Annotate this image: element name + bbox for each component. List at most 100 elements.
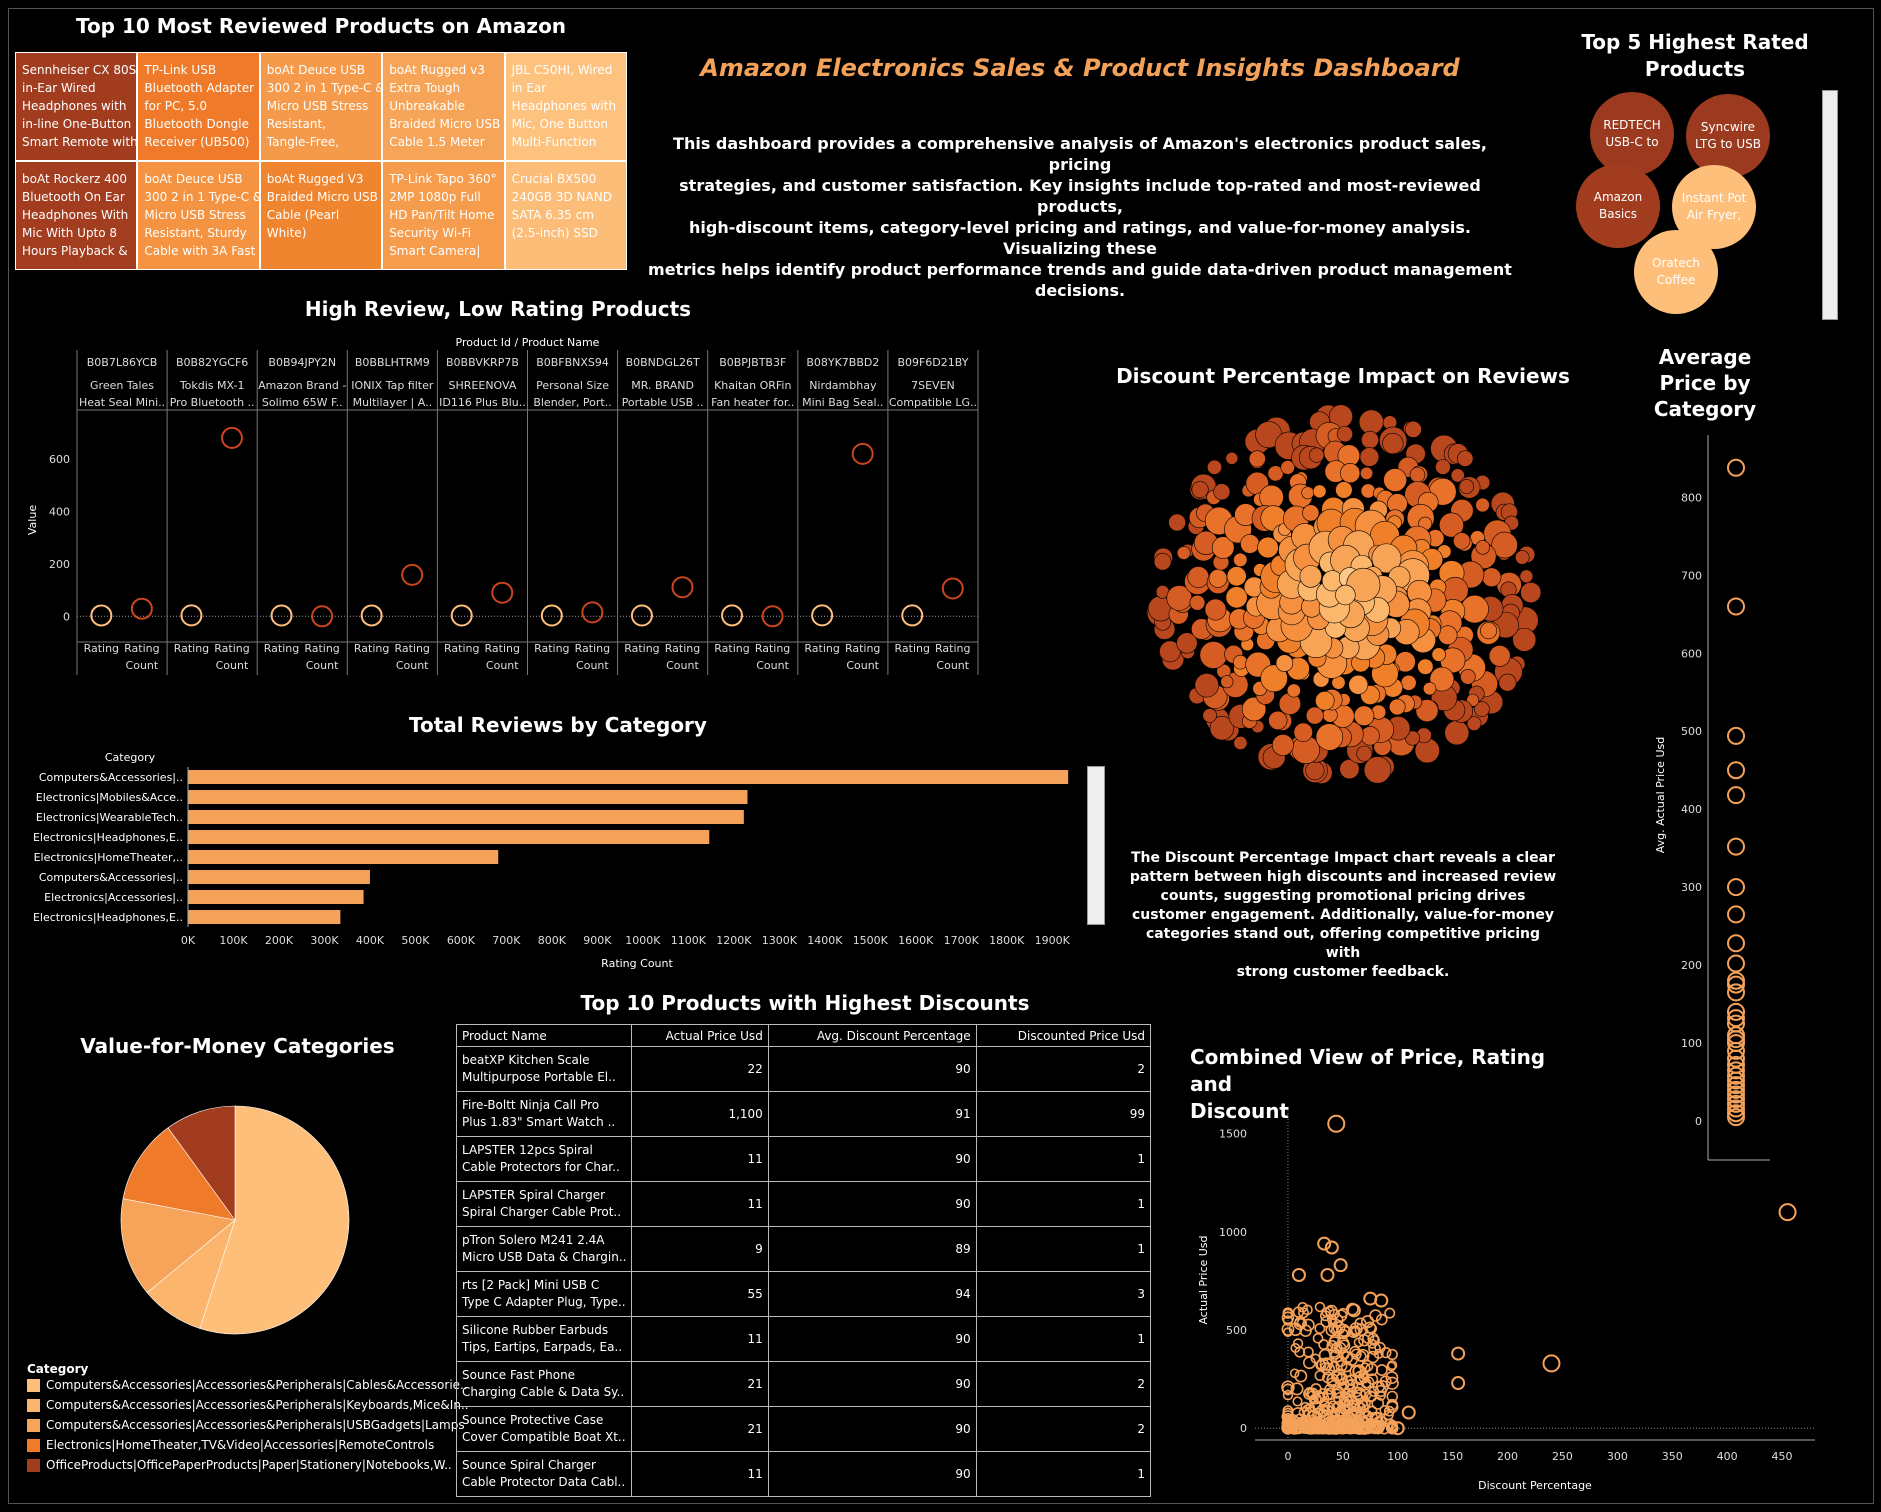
data-point[interactable] bbox=[1314, 1370, 1326, 1381]
discount-bubble[interactable] bbox=[1299, 565, 1322, 588]
data-point[interactable] bbox=[1314, 1419, 1325, 1430]
discount-bubble[interactable] bbox=[1371, 543, 1402, 574]
discount-bubble[interactable] bbox=[1460, 669, 1476, 685]
discount-bubble[interactable] bbox=[1417, 658, 1434, 675]
legend-item[interactable]: Computers&Accessories|Accessories&Periph… bbox=[27, 1398, 469, 1412]
discount-bubble[interactable] bbox=[1176, 632, 1198, 654]
data-point[interactable] bbox=[1311, 1420, 1323, 1432]
data-point[interactable] bbox=[1318, 1339, 1330, 1351]
data-point[interactable] bbox=[1290, 1382, 1304, 1396]
data-point[interactable] bbox=[401, 563, 424, 586]
data-point[interactable] bbox=[1727, 954, 1745, 973]
legend-item[interactable]: OfficeProducts|OfficePaperProducts|Paper… bbox=[27, 1458, 452, 1472]
discount-bubble[interactable] bbox=[1204, 598, 1227, 621]
bar[interactable] bbox=[188, 810, 744, 824]
data-point[interactable] bbox=[1727, 905, 1745, 924]
data-point[interactable] bbox=[1374, 1293, 1389, 1308]
data-point[interactable] bbox=[1327, 1114, 1346, 1133]
data-point[interactable] bbox=[1727, 1061, 1745, 1080]
data-point[interactable] bbox=[1368, 1342, 1381, 1356]
discount-bubble[interactable] bbox=[1360, 726, 1380, 746]
discount-bubble[interactable] bbox=[1305, 761, 1325, 781]
discount-bubble[interactable] bbox=[1512, 627, 1537, 652]
data-point[interactable] bbox=[1727, 1085, 1745, 1104]
data-point[interactable] bbox=[671, 576, 694, 599]
rated-product-bubble[interactable]: Amazon Basics bbox=[1576, 164, 1660, 248]
data-point[interactable] bbox=[1727, 1094, 1745, 1113]
data-point[interactable] bbox=[1451, 1376, 1466, 1391]
discount-bubble[interactable] bbox=[1450, 468, 1465, 483]
discount-bubble[interactable] bbox=[1176, 546, 1191, 560]
discount-bubble[interactable] bbox=[1475, 497, 1490, 513]
data-point[interactable] bbox=[1326, 1373, 1339, 1386]
data-point[interactable] bbox=[1727, 761, 1745, 780]
discount-bubble[interactable] bbox=[1280, 460, 1296, 475]
discount-bubble[interactable] bbox=[1520, 582, 1542, 604]
data-point[interactable] bbox=[1333, 1258, 1348, 1273]
data-point[interactable] bbox=[1375, 1313, 1388, 1326]
data-point[interactable] bbox=[581, 601, 604, 624]
discount-bubble[interactable] bbox=[1360, 466, 1374, 480]
discount-bubble[interactable] bbox=[1302, 504, 1320, 522]
data-point[interactable] bbox=[1317, 1388, 1329, 1400]
data-point[interactable] bbox=[1727, 1090, 1745, 1109]
data-point[interactable] bbox=[1374, 1384, 1387, 1398]
data-point[interactable] bbox=[1292, 1396, 1303, 1407]
discount-bubble[interactable] bbox=[1361, 430, 1379, 449]
data-point[interactable] bbox=[1542, 1354, 1561, 1373]
discount-bubble[interactable] bbox=[1260, 664, 1288, 693]
bar[interactable] bbox=[188, 870, 370, 884]
data-point[interactable] bbox=[1727, 1041, 1745, 1060]
data-point[interactable] bbox=[1322, 1404, 1334, 1416]
discount-bubble[interactable] bbox=[1356, 745, 1373, 762]
discount-bubble[interactable] bbox=[1240, 534, 1260, 554]
discount-bubble[interactable] bbox=[1382, 432, 1404, 455]
bar[interactable] bbox=[188, 890, 364, 904]
data-point[interactable] bbox=[1335, 1359, 1348, 1372]
discount-bubble[interactable] bbox=[1233, 654, 1248, 670]
rated-product-bubble[interactable]: Oratech Coffee bbox=[1634, 230, 1718, 314]
discount-bubble[interactable] bbox=[1348, 674, 1369, 695]
data-point[interactable] bbox=[1383, 1405, 1395, 1417]
data-point[interactable] bbox=[1323, 1387, 1337, 1401]
table-row[interactable]: Sounce Spiral Charger Cable Protector Dat… bbox=[455, 1451, 1152, 1497]
data-point[interactable] bbox=[1283, 1327, 1293, 1338]
data-point[interactable] bbox=[721, 604, 744, 627]
data-point[interactable] bbox=[1369, 1309, 1382, 1322]
data-point[interactable] bbox=[1366, 1350, 1380, 1364]
data-point[interactable] bbox=[1727, 934, 1745, 953]
discount-bubble[interactable] bbox=[1189, 594, 1206, 611]
discount-bubble[interactable] bbox=[1409, 467, 1426, 483]
discount-bubble[interactable] bbox=[1241, 696, 1267, 722]
data-point[interactable] bbox=[1386, 1400, 1399, 1414]
data-point[interactable] bbox=[1727, 878, 1745, 897]
discount-bubble[interactable] bbox=[1335, 584, 1356, 606]
data-point[interactable] bbox=[1328, 1336, 1341, 1349]
data-point[interactable] bbox=[90, 604, 113, 627]
data-point[interactable] bbox=[1317, 1408, 1328, 1419]
discount-bubble[interactable] bbox=[1339, 758, 1360, 780]
data-point[interactable] bbox=[1349, 1365, 1362, 1378]
data-point[interactable] bbox=[1363, 1291, 1378, 1306]
bar[interactable] bbox=[188, 850, 499, 864]
discount-bubble[interactable] bbox=[1153, 552, 1172, 571]
discount-bubble[interactable] bbox=[1456, 450, 1474, 467]
data-point[interactable] bbox=[1727, 1066, 1745, 1085]
legend-item[interactable]: Computers&Accessories|Accessories&Periph… bbox=[27, 1418, 465, 1432]
data-point[interactable] bbox=[1390, 1421, 1405, 1436]
pie-slice[interactable] bbox=[167, 1105, 236, 1221]
data-point[interactable] bbox=[811, 604, 834, 627]
discount-bubble[interactable] bbox=[1360, 483, 1376, 499]
discount-bubble[interactable] bbox=[1466, 716, 1482, 731]
discount-bubble[interactable] bbox=[1353, 705, 1375, 726]
discount-bubble[interactable] bbox=[1514, 550, 1530, 565]
legend-item[interactable]: Computers&Accessories|Accessories&Periph… bbox=[27, 1378, 468, 1392]
data-point[interactable] bbox=[1314, 1301, 1326, 1313]
data-point[interactable] bbox=[1339, 1325, 1352, 1338]
discount-bubble[interactable] bbox=[1271, 734, 1294, 756]
discount-bubble[interactable] bbox=[1453, 532, 1471, 550]
discount-bubble[interactable] bbox=[1187, 566, 1210, 588]
table-row[interactable]: pTron Solero M241 2.4A Micro USB Data & C… bbox=[455, 1226, 1152, 1272]
discount-bubble[interactable] bbox=[1315, 723, 1344, 751]
data-point[interactable] bbox=[1365, 1362, 1379, 1377]
